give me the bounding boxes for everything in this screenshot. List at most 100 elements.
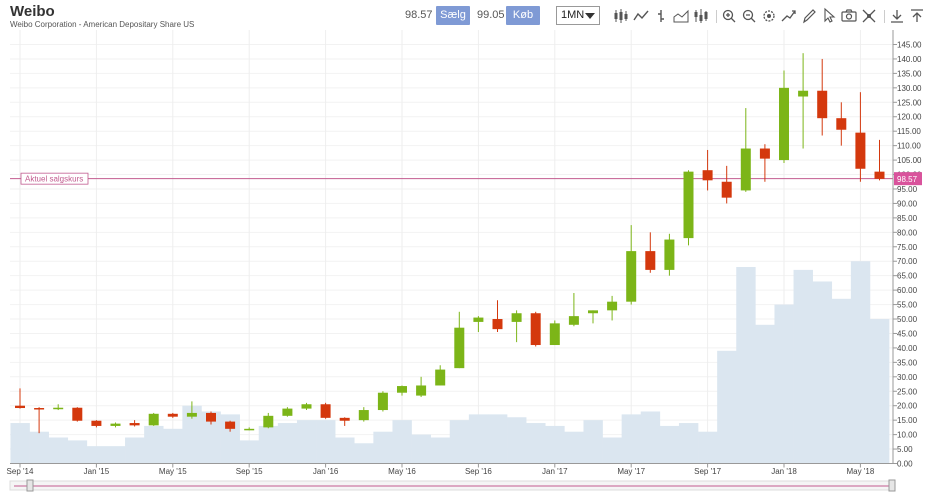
candle-body (759, 148, 770, 159)
volume-bar (602, 437, 622, 464)
y-tick-label: 85.00 (897, 214, 918, 223)
volume-bar (449, 420, 470, 464)
candle-body (167, 413, 178, 417)
y-tick-label: 5.00 (897, 445, 913, 454)
candle-body (588, 310, 598, 314)
volume-bar (201, 411, 221, 464)
volume-bar (430, 437, 451, 464)
period-select[interactable]: 1MN (556, 6, 600, 25)
y-tick-label: 110.00 (897, 142, 921, 151)
toolbar-divider (884, 10, 885, 23)
volume-bar (468, 414, 489, 464)
volume-bar (698, 431, 718, 464)
download-icon[interactable] (888, 6, 906, 26)
x-tick-label: Sep '14 (7, 467, 34, 476)
candle-body (607, 301, 618, 311)
y-tick-label: 115.00 (897, 127, 921, 136)
volume-bar (850, 261, 871, 464)
settings-icon[interactable] (760, 6, 778, 26)
current-price-badge-label: 98.57 (897, 175, 918, 184)
camera-icon[interactable] (840, 6, 858, 26)
candle-body (225, 421, 236, 429)
volume-bar (125, 437, 145, 464)
volume-bar (621, 414, 642, 464)
volume-bar (411, 434, 431, 464)
x-tick-label: Jan '18 (771, 467, 797, 476)
line-chart-icon[interactable] (632, 6, 650, 26)
y-tick-label: 75.00 (897, 243, 918, 252)
candle-body (263, 415, 274, 428)
volume-bar (487, 414, 508, 464)
indicators-icon[interactable] (692, 6, 710, 26)
y-tick-label: 20.00 (897, 402, 918, 411)
volume-bar (640, 411, 661, 464)
candle-body (91, 420, 102, 426)
trend-icon[interactable] (780, 6, 798, 26)
volume-bar (316, 420, 336, 464)
crosshair-icon[interactable] (860, 6, 878, 26)
candle-body (320, 404, 331, 418)
buy-price: 99.05 (477, 9, 505, 21)
volume-bar (239, 440, 260, 464)
candle-body (34, 408, 45, 410)
volume-bar (182, 405, 202, 464)
sell-button[interactable]: Sælg (436, 6, 470, 25)
candlestick-icon[interactable] (612, 6, 630, 26)
x-tick-label: Jan '16 (313, 467, 339, 476)
volume-bar (29, 431, 49, 464)
x-tick-label: May '18 (847, 467, 875, 476)
volume-bar (144, 425, 164, 464)
expand-icon[interactable] (908, 6, 926, 26)
candle-body (435, 369, 446, 386)
candle-body (416, 385, 427, 396)
y-tick-label: 15.00 (897, 416, 918, 425)
candle-body (186, 412, 197, 417)
candle-body (798, 90, 809, 97)
x-tick-label: May '16 (388, 467, 416, 476)
volume-bar (564, 431, 584, 464)
y-tick-label: 135.00 (897, 69, 922, 78)
instrument-title: Weibo (10, 3, 55, 20)
draw-icon[interactable] (800, 6, 818, 26)
current-price-badge (894, 172, 922, 186)
buy-button[interactable]: Køb (506, 6, 540, 25)
x-tick-label: Jan '15 (84, 467, 110, 476)
y-tick-label: 130.00 (897, 84, 922, 93)
volume-bar (48, 437, 69, 464)
navigator-handle-left[interactable] (26, 479, 34, 492)
zoom-in-icon[interactable] (720, 6, 738, 26)
volume-bar (86, 446, 107, 464)
volume-bar (258, 425, 279, 464)
candle-body (72, 407, 83, 421)
volume-bar (392, 420, 412, 464)
navigator-handle-right[interactable] (888, 479, 896, 492)
volume-bar (774, 304, 794, 464)
volume-bar (545, 425, 565, 464)
candle-body (645, 251, 656, 270)
area-chart-icon[interactable] (672, 6, 690, 26)
candle-body (740, 148, 751, 191)
candle-body (377, 392, 388, 411)
x-tick-label: May '15 (159, 467, 187, 476)
y-tick-label: 30.00 (897, 373, 918, 382)
volume-bar (678, 423, 699, 464)
volume-bar (373, 431, 393, 464)
y-tick-label: 35.00 (897, 358, 918, 367)
sell-price: 98.57 (405, 9, 433, 21)
y-tick-label: 105.00 (897, 156, 922, 165)
x-tick-label: Sep '16 (465, 467, 492, 476)
volume-bar (526, 423, 546, 464)
volume-bar (277, 423, 298, 464)
candle-body (473, 317, 484, 322)
candle-body (530, 313, 541, 346)
candle-body (626, 251, 637, 302)
cursor-icon[interactable] (820, 6, 838, 26)
chevron-down-icon (585, 13, 595, 19)
ohlc-icon[interactable] (652, 6, 670, 26)
volume-bar (812, 281, 833, 464)
candle-body (15, 405, 25, 409)
zoom-out-icon[interactable] (740, 6, 758, 26)
candle-body (301, 404, 312, 409)
volume-bar (793, 269, 813, 464)
